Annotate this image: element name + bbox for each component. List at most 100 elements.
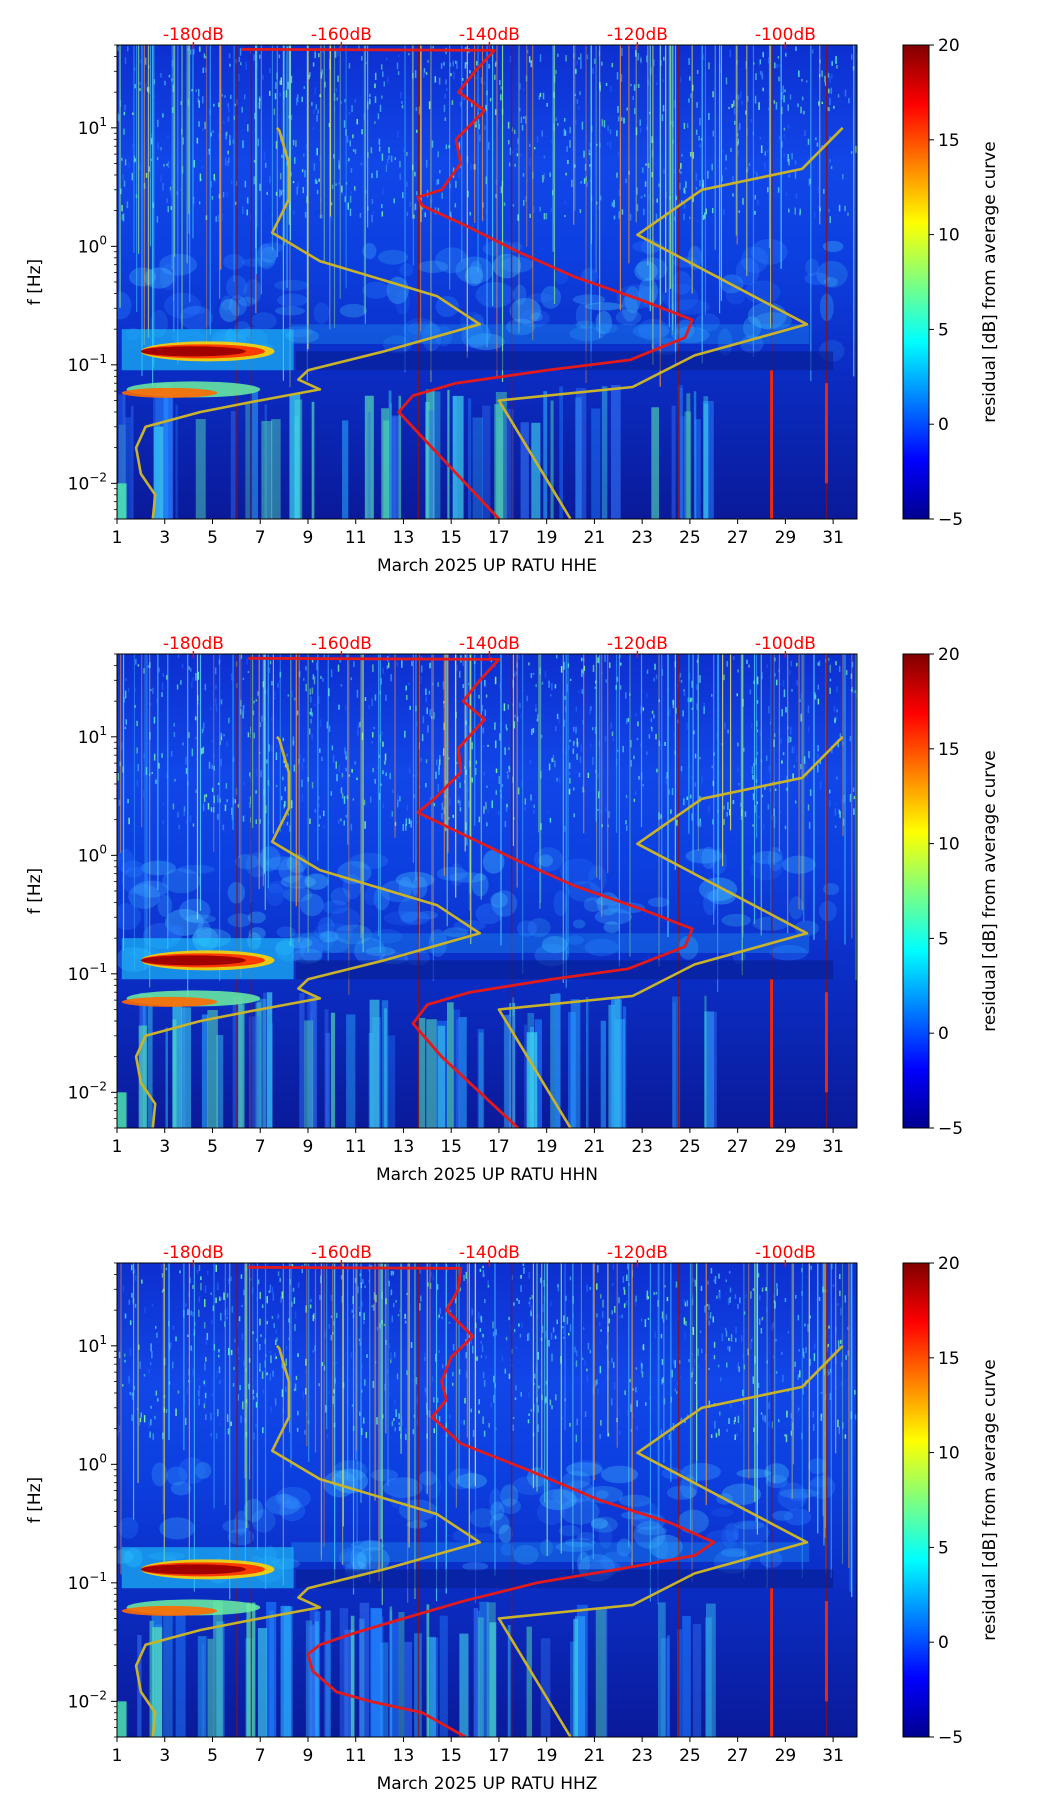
x-tick-label: 15: [440, 528, 462, 548]
microseism-band: [117, 324, 834, 519]
colorbar-tick-label: 15: [938, 1349, 960, 1369]
noise-model-curve-low: [134, 126, 482, 519]
x-tick-label: 13: [393, 528, 415, 548]
x-tick-label: 27: [727, 528, 749, 548]
panel-hhz: 1 3 5 7 9 11 13 15 17 19 21 23 25 27 29 3110−210−110010…: [25, 1243, 1000, 1794]
colorbar: −5 0 5 10 15 20 residual [dB] from average cur…: [902, 36, 1000, 530]
x-tick-label: 19: [536, 1746, 558, 1766]
colorbar-tick-label: 5: [938, 320, 949, 340]
x-tick-label: 3: [159, 528, 170, 548]
noise-model-curve-high: [497, 126, 844, 519]
colorbar-tick-label: −5: [938, 1728, 963, 1748]
x-tick-label: 11: [345, 528, 367, 548]
noise-model-curve-high: [497, 735, 844, 1128]
colorbar-label: residual [dB] from average curve: [980, 750, 1000, 1031]
y-tick-label: 100: [78, 233, 107, 257]
x-tick-label: 3: [159, 1137, 170, 1157]
y-tick-label: 100: [78, 1451, 107, 1475]
x-tick-label: 5: [207, 1746, 218, 1766]
noise-model-curve-high: [497, 1344, 844, 1737]
x-tick-label: 19: [536, 528, 558, 548]
y-axis-label: f [Hz]: [25, 259, 45, 305]
x-tick-label: 3: [159, 1746, 170, 1766]
colorbar-tick-label: 5: [938, 929, 949, 949]
y-tick-label: 10−2: [68, 470, 107, 494]
x-tick-label: 27: [727, 1137, 749, 1157]
db-scale-label: -180dB: [163, 634, 224, 654]
db-scale-label: -120dB: [607, 634, 668, 654]
colorbar-tick-label: 0: [938, 415, 949, 435]
db-scale-label: -100dB: [755, 634, 816, 654]
spectrogram-image: [117, 45, 857, 519]
db-scale-label: -180dB: [163, 1243, 224, 1263]
y-tick-label: 101: [78, 115, 107, 139]
x-tick-label: 23: [631, 1746, 653, 1766]
x-axis-label: March 2025 UP RATU HHN: [376, 1165, 598, 1185]
db-scale-label: -180dB: [163, 25, 224, 45]
x-tick-label: 9: [303, 1137, 314, 1157]
db-scale-label: -120dB: [607, 25, 668, 45]
x-tick-label: 15: [440, 1746, 462, 1766]
x-tick-label: 5: [207, 1137, 218, 1157]
colorbar-tick-label: 5: [938, 1538, 949, 1558]
x-tick-label: 27: [727, 1746, 749, 1766]
colorbar: −5 0 5 10 15 20 residual [dB] from average cur…: [902, 645, 1000, 1139]
y-tick-label: 10−2: [68, 1079, 107, 1103]
colorbar-tick-label: 20: [938, 645, 960, 665]
x-tick-label: 29: [775, 1746, 797, 1766]
x-tick-label: 7: [255, 1746, 266, 1766]
x-tick-label: 21: [584, 1137, 606, 1157]
colorbar-tick-label: 10: [938, 835, 960, 855]
y-tick-label: 10−1: [68, 352, 107, 376]
x-tick-label: 7: [255, 1137, 266, 1157]
microseism-band: [117, 933, 834, 1128]
colorbar-label: residual [dB] from average curve: [980, 141, 1000, 422]
x-tick-label: 31: [822, 1137, 844, 1157]
x-axis-label: March 2025 UP RATU HHE: [377, 556, 597, 576]
x-tick-label: 15: [440, 1137, 462, 1157]
x-tick-label: 17: [488, 528, 510, 548]
x-tick-label: 31: [822, 528, 844, 548]
db-scale-label: -140dB: [459, 25, 520, 45]
colorbar-tick-label: 0: [938, 1024, 949, 1044]
x-tick-label: 17: [488, 1746, 510, 1766]
y-tick-label: 101: [78, 724, 107, 748]
colorbar-tick-label: 15: [938, 740, 960, 760]
x-tick-label: 21: [584, 1746, 606, 1766]
db-scale-label: -100dB: [755, 1243, 816, 1263]
colorbar-tick-label: 10: [938, 1444, 960, 1464]
x-tick-label: 11: [345, 1137, 367, 1157]
average-psd-curve: [241, 47, 694, 519]
db-scale-label: -120dB: [607, 1243, 668, 1263]
x-tick-label: 29: [775, 528, 797, 548]
x-tick-label: 23: [631, 1137, 653, 1157]
y-tick-label: 100: [78, 842, 107, 866]
y-axis-label: f [Hz]: [25, 1477, 45, 1523]
colorbar-tick-label: −5: [938, 1119, 963, 1139]
x-tick-label: 7: [255, 528, 266, 548]
colorbar-tick-label: −5: [938, 510, 963, 530]
y-tick-label: 10−2: [68, 1688, 107, 1712]
x-tick-label: 9: [303, 1746, 314, 1766]
x-tick-label: 9: [303, 528, 314, 548]
x-tick-label: 25: [679, 1137, 701, 1157]
y-tick-label: 10−1: [68, 961, 107, 985]
noise-model-curve-low: [134, 735, 482, 1128]
x-tick-label: 1: [112, 528, 123, 548]
x-tick-label: 21: [584, 528, 606, 548]
x-tick-label: 11: [345, 1746, 367, 1766]
spectrogram-image: [117, 1263, 857, 1737]
db-scale-label: -140dB: [459, 634, 520, 654]
x-tick-label: 19: [536, 1137, 558, 1157]
y-axis-label: f [Hz]: [25, 868, 45, 914]
colorbar-tick-label: 15: [938, 131, 960, 151]
x-tick-label: 13: [393, 1746, 415, 1766]
colorbar-tick-label: 20: [938, 1254, 960, 1274]
x-axis-label: March 2025 UP RATU HHZ: [377, 1774, 598, 1794]
db-scale-label: -160dB: [311, 634, 372, 654]
x-tick-label: 31: [822, 1746, 844, 1766]
y-tick-label: 101: [78, 1333, 107, 1357]
colorbar-tick-label: 0: [938, 1633, 949, 1653]
